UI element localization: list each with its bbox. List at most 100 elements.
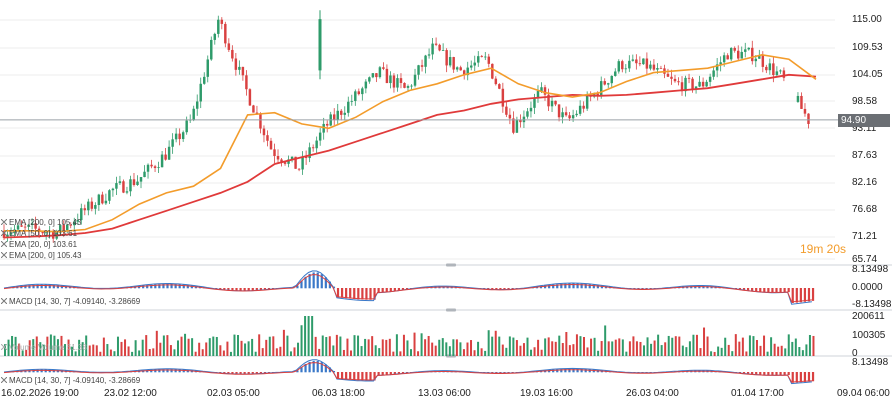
candle-body bbox=[536, 91, 540, 98]
macd-bar bbox=[24, 285, 27, 289]
close-icon[interactable] bbox=[1, 298, 7, 304]
legend-ema200[interactable]: EMA [200, 0] 105.43 bbox=[1, 218, 82, 228]
candle-body bbox=[413, 74, 417, 86]
legend-macd[interactable]: MACD [14, 30, 7] -4.09140, -3.28669 bbox=[1, 297, 140, 307]
macd-bar bbox=[803, 288, 807, 302]
candle-body bbox=[477, 56, 480, 63]
candle-body bbox=[722, 55, 726, 63]
macd-bar bbox=[759, 288, 762, 292]
volume-bar bbox=[674, 336, 677, 356]
candle-body bbox=[185, 120, 188, 133]
volume-bar bbox=[547, 337, 550, 356]
candle-body bbox=[87, 201, 90, 211]
legend-ema20[interactable]: EMA [20, 0] 103.61 bbox=[1, 240, 77, 250]
volume-bar bbox=[28, 340, 31, 356]
macd-bar bbox=[755, 372, 758, 375]
macd-bar bbox=[791, 288, 794, 304]
close-icon[interactable] bbox=[1, 344, 7, 350]
volume-bar bbox=[42, 344, 45, 356]
volume-bar bbox=[102, 337, 105, 356]
macd-bar bbox=[738, 288, 742, 290]
volume-bar bbox=[462, 349, 465, 356]
macd-bar bbox=[357, 288, 360, 300]
candle-body bbox=[9, 232, 13, 235]
macd-bar bbox=[373, 372, 376, 381]
macd-bar bbox=[349, 372, 352, 380]
volume-bar bbox=[530, 349, 533, 356]
candle-body bbox=[564, 112, 568, 116]
volume-bar bbox=[794, 338, 797, 356]
volume-bar bbox=[215, 336, 218, 356]
volume-bar bbox=[191, 338, 194, 356]
macd-bar bbox=[803, 372, 807, 382]
candle-body bbox=[554, 100, 557, 105]
candle-body bbox=[203, 76, 206, 84]
volume-bar bbox=[134, 340, 137, 356]
price-tick: 109.53 bbox=[852, 42, 883, 53]
volume-bar bbox=[244, 343, 247, 356]
volume-bar bbox=[286, 335, 289, 356]
volume-bar bbox=[738, 341, 741, 356]
candle-body bbox=[754, 58, 758, 62]
macd-bar bbox=[393, 372, 396, 375]
macd-bar bbox=[799, 288, 802, 303]
volume-bar bbox=[208, 338, 211, 356]
volume-bar bbox=[311, 316, 314, 356]
price-tick: 82.16 bbox=[852, 177, 878, 188]
legend-volume-text: Volume Volume 61.38 bbox=[9, 343, 87, 352]
volume-bar bbox=[720, 347, 723, 356]
close-icon[interactable] bbox=[1, 219, 7, 225]
candle-body bbox=[318, 19, 322, 71]
candle-body bbox=[375, 73, 378, 78]
candle-body bbox=[701, 81, 705, 87]
volume-bar bbox=[304, 316, 307, 356]
legend-volume[interactable]: Volume Volume 61.38 bbox=[1, 343, 87, 353]
volume-bar bbox=[505, 347, 508, 356]
volume-bar bbox=[251, 338, 254, 356]
macd-bar bbox=[552, 284, 555, 289]
volume-bar bbox=[106, 344, 109, 356]
volume-bar bbox=[653, 340, 656, 356]
ema200-line bbox=[3, 73, 817, 239]
candle-body bbox=[178, 133, 181, 140]
macd-bar bbox=[742, 372, 746, 374]
macd-bar bbox=[44, 284, 47, 289]
macd-bar bbox=[223, 372, 226, 374]
close-icon[interactable] bbox=[1, 252, 7, 258]
candle-body bbox=[213, 33, 217, 40]
candle-body bbox=[652, 64, 656, 70]
candle-body bbox=[80, 208, 83, 221]
close-icon[interactable] bbox=[1, 241, 7, 247]
candle-body bbox=[529, 107, 533, 112]
macd-bar bbox=[142, 285, 145, 289]
volume-bar bbox=[770, 337, 773, 356]
close-icon[interactable] bbox=[1, 230, 7, 236]
candle-body bbox=[66, 224, 69, 231]
candle-body bbox=[167, 146, 171, 160]
volume-bar bbox=[222, 350, 225, 356]
macd-bar bbox=[397, 288, 401, 291]
candle-body bbox=[473, 62, 476, 66]
volume-bar bbox=[632, 336, 635, 356]
volume-bar bbox=[360, 346, 363, 356]
candle-body bbox=[248, 89, 252, 106]
candle-body bbox=[550, 100, 554, 107]
legend-ema200b[interactable]: EMA [200, 0] 105.43 bbox=[1, 251, 82, 261]
macd-bar bbox=[811, 288, 815, 301]
legend-macd2[interactable]: MACD [14, 30, 7] -4.09140, -3.28669 bbox=[1, 376, 140, 386]
macd-bar bbox=[499, 288, 502, 290]
legend-ema50[interactable]: EMA [50, 0] 103.61 bbox=[1, 229, 77, 239]
volume-bar bbox=[342, 349, 345, 356]
close-icon[interactable] bbox=[1, 377, 7, 383]
volume-bar bbox=[325, 336, 328, 356]
time-tick: 01.04 17:00 bbox=[731, 388, 784, 399]
volume-bar bbox=[349, 350, 352, 356]
volume-bar bbox=[275, 348, 278, 356]
candle-body bbox=[34, 223, 37, 229]
macd-bar bbox=[227, 288, 230, 291]
volume-bar bbox=[498, 336, 501, 356]
price-tick: 71.21 bbox=[852, 231, 878, 242]
macd-tick: 8.13498 bbox=[852, 264, 889, 275]
candle-body bbox=[283, 162, 287, 164]
